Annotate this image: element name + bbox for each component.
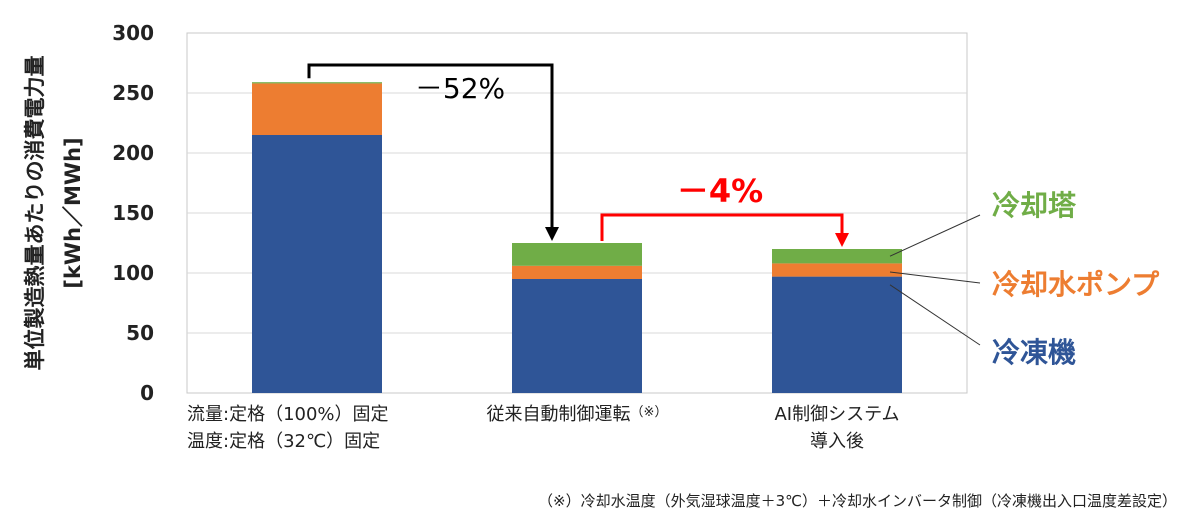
bar-segment bbox=[512, 279, 642, 393]
y-tick-label: 50 bbox=[126, 321, 154, 345]
legend-leader bbox=[889, 271, 981, 284]
bar-segment bbox=[252, 82, 382, 84]
y-axis-unit: [kWh／MWh] bbox=[61, 137, 85, 288]
footnote: （※）冷却水温度（外気湿球温度＋3℃）＋冷却水インバータ制御（冷凍機出入口温度差… bbox=[538, 492, 1177, 510]
category-label: 従来自動制御運転（※） bbox=[487, 404, 668, 425]
y-tick-label: 300 bbox=[112, 21, 154, 45]
y-tick-label: 100 bbox=[112, 261, 154, 285]
bar-segment bbox=[252, 135, 382, 393]
label-52pct: －52% bbox=[415, 72, 505, 105]
bar-segment bbox=[772, 276, 902, 393]
bar-segment bbox=[252, 83, 382, 135]
bar-segment bbox=[512, 265, 642, 279]
y-tick-label: 0 bbox=[140, 381, 154, 405]
bar-segment bbox=[772, 263, 902, 277]
label-4pct: －4% bbox=[677, 172, 763, 210]
bar-segment bbox=[772, 249, 902, 264]
category-label: AI制御システム bbox=[774, 404, 899, 425]
arrow-52pct bbox=[307, 63, 554, 229]
legend-label: 冷却塔 bbox=[992, 189, 1077, 222]
legend-label: 冷凍機 bbox=[992, 336, 1076, 369]
legend-leader bbox=[889, 214, 981, 257]
category-label: 温度:定格（32℃）固定 bbox=[187, 431, 380, 452]
arrowhead-4pct bbox=[835, 233, 849, 247]
bar-segment bbox=[512, 243, 642, 266]
y-tick-label: 200 bbox=[112, 141, 154, 165]
legend-leader bbox=[889, 284, 981, 346]
legend-label: 冷却水ポンプ bbox=[992, 268, 1160, 301]
bars bbox=[252, 82, 902, 393]
arrowhead-52pct bbox=[545, 227, 559, 241]
category-label: 流量:定格（100%）固定 bbox=[187, 404, 389, 425]
annotations: －52% －4% bbox=[307, 63, 849, 247]
category-label: 導入後 bbox=[810, 431, 864, 452]
arrow-4pct bbox=[600, 213, 844, 241]
y-tick-labels: 0 50 100 150 200 250 300 bbox=[112, 21, 154, 405]
y-tick-label: 250 bbox=[112, 81, 154, 105]
y-axis-label: 単位製造熱量あたりの消費電力量 bbox=[23, 56, 47, 371]
y-tick-label: 150 bbox=[112, 201, 154, 225]
